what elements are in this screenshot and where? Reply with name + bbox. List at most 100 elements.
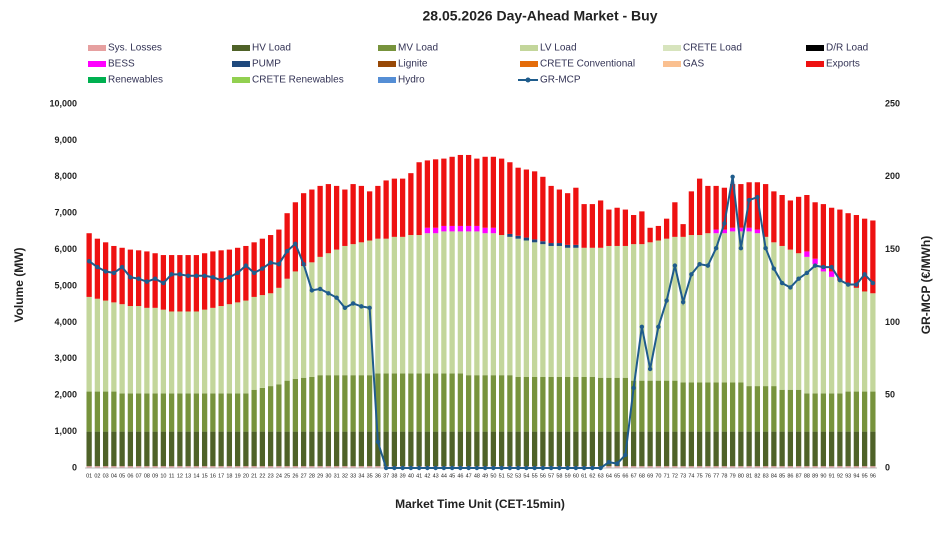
bar-segment bbox=[408, 373, 414, 432]
bar-segment bbox=[325, 184, 332, 254]
x-tick-label: 42 bbox=[424, 473, 430, 479]
bar-segment bbox=[168, 255, 175, 312]
bar-segment bbox=[721, 187, 728, 230]
bar-segment bbox=[259, 466, 266, 468]
line-marker bbox=[326, 291, 331, 296]
line-marker bbox=[491, 465, 496, 471]
bar-segment bbox=[226, 304, 233, 394]
line-marker bbox=[284, 248, 290, 254]
line-marker bbox=[383, 465, 389, 471]
bar-segment bbox=[276, 287, 282, 385]
bar-segment bbox=[399, 236, 406, 374]
bar-segment bbox=[342, 375, 348, 432]
x-tick-label: 70 bbox=[655, 473, 661, 479]
x-tick-label: 32 bbox=[342, 473, 348, 479]
line-marker bbox=[837, 277, 843, 283]
bar-segment bbox=[507, 431, 513, 467]
bar-segment bbox=[193, 311, 200, 394]
bar-segment bbox=[465, 231, 472, 376]
bar-segment bbox=[713, 466, 719, 468]
line-marker bbox=[771, 266, 777, 271]
bar-segment bbox=[292, 271, 299, 379]
bar-segment bbox=[391, 431, 398, 467]
x-tick-label: 54 bbox=[523, 473, 529, 479]
bar-segment bbox=[276, 431, 282, 467]
line-marker bbox=[268, 260, 273, 265]
x-tick-label: 47 bbox=[466, 473, 472, 479]
bar-segment bbox=[424, 233, 431, 374]
x-tick-label: 52 bbox=[507, 473, 513, 479]
bar-segment bbox=[292, 202, 299, 272]
x-tick-label: 61 bbox=[581, 473, 587, 479]
bar-segment bbox=[754, 466, 761, 468]
bar-segment bbox=[325, 375, 332, 432]
bar-segment bbox=[284, 380, 290, 432]
bar-segment bbox=[746, 466, 752, 468]
legend-label: D/R Load bbox=[826, 43, 868, 54]
bar-segment bbox=[490, 227, 497, 234]
bar-segment bbox=[111, 466, 117, 468]
x-tick-label: 75 bbox=[697, 473, 703, 479]
bar-segment bbox=[548, 185, 554, 244]
bar-segment bbox=[837, 431, 843, 467]
x-tick-label: 67 bbox=[631, 473, 637, 479]
bar-segment bbox=[358, 185, 365, 243]
bar-segment bbox=[185, 255, 191, 312]
bar-segment bbox=[531, 171, 538, 240]
line-marker bbox=[375, 439, 381, 444]
bar-segment bbox=[234, 431, 241, 467]
bar-segment bbox=[705, 185, 711, 234]
bar-segment bbox=[630, 466, 637, 468]
bar-segment bbox=[168, 431, 175, 467]
bar-segment bbox=[366, 431, 373, 467]
bar-segment bbox=[820, 466, 827, 468]
x-tick-label: 94 bbox=[853, 473, 859, 479]
bar-segment bbox=[787, 249, 794, 390]
bar-segment bbox=[284, 466, 290, 468]
bar-segment bbox=[342, 466, 348, 468]
x-tick-label: 16 bbox=[210, 473, 216, 479]
bar-segment bbox=[441, 158, 447, 226]
x-tick-label: 08 bbox=[144, 473, 150, 479]
bar-segment bbox=[300, 466, 307, 468]
bar-segment bbox=[168, 393, 175, 432]
bar-segment bbox=[201, 431, 208, 467]
bar-segment bbox=[210, 393, 216, 432]
x-tick-label: 09 bbox=[152, 473, 158, 479]
bar-segment bbox=[663, 466, 670, 468]
bar-segment bbox=[556, 245, 563, 377]
x-tick-label: 87 bbox=[796, 473, 802, 479]
line-marker bbox=[342, 305, 348, 311]
x-tick-label: 74 bbox=[688, 473, 694, 479]
line-marker bbox=[598, 465, 603, 471]
bar-segment bbox=[441, 373, 447, 432]
bar-segment bbox=[201, 466, 208, 468]
bar-segment bbox=[366, 375, 373, 432]
legend-marker bbox=[663, 61, 681, 67]
bar-segment bbox=[267, 293, 274, 387]
bar-segment bbox=[177, 466, 183, 468]
bar-segment bbox=[655, 225, 662, 241]
bar-segment bbox=[812, 202, 818, 259]
line-marker bbox=[392, 465, 397, 471]
bar-segment bbox=[408, 235, 414, 374]
bar-segment bbox=[622, 377, 629, 432]
x-tick-label: 49 bbox=[482, 473, 488, 479]
bar-segment bbox=[556, 431, 563, 467]
line-marker bbox=[738, 245, 744, 251]
legend-marker bbox=[232, 61, 250, 67]
bar-segment bbox=[754, 182, 761, 230]
x-tick-label: 78 bbox=[721, 473, 727, 479]
bar-segment bbox=[490, 375, 497, 432]
bar-segment bbox=[102, 431, 109, 467]
bar-segment bbox=[119, 304, 125, 394]
line-marker bbox=[854, 282, 859, 287]
bar-segment bbox=[672, 380, 678, 432]
x-tick-label: 21 bbox=[251, 473, 257, 479]
bar-segment bbox=[226, 466, 233, 468]
bar-segment bbox=[482, 233, 488, 376]
bar-segment bbox=[251, 431, 257, 467]
bar-segment bbox=[771, 191, 777, 243]
bar-segment bbox=[787, 466, 794, 468]
bar-segment bbox=[366, 191, 373, 241]
